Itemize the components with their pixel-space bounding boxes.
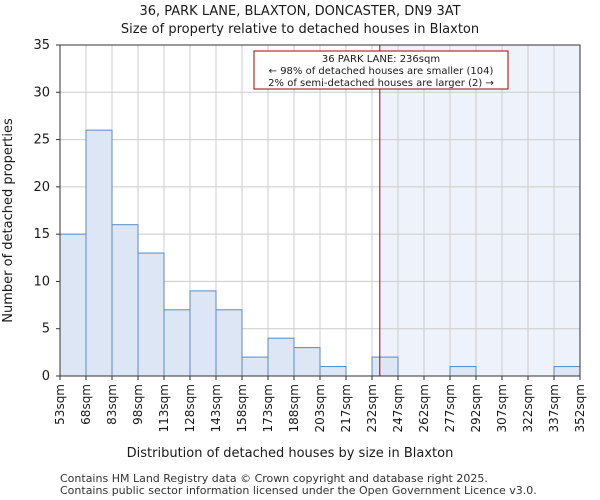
annotation-line-1: 36 PARK LANE: 236sqm bbox=[322, 54, 440, 65]
bar bbox=[163, 309, 191, 377]
x-tick-label: 247sqm bbox=[391, 384, 405, 432]
x-axis-label: Distribution of detached houses by size … bbox=[127, 446, 454, 461]
y-tick-label: 15 bbox=[33, 227, 50, 242]
bar bbox=[241, 356, 269, 377]
x-tick-label: 232sqm bbox=[365, 384, 379, 432]
bar bbox=[137, 252, 165, 377]
x-tick-label: 217sqm bbox=[339, 384, 353, 432]
x-tick-label: 143sqm bbox=[209, 384, 223, 432]
x-tick-label: 68sqm bbox=[79, 384, 93, 425]
annotation-box bbox=[253, 50, 509, 90]
footer-line-1: Contains HM Land Registry data © Crown c… bbox=[60, 472, 488, 485]
x-tick-label: 352sqm bbox=[573, 384, 587, 432]
x-tick-label: 53sqm bbox=[53, 384, 67, 425]
x-tick-label: 262sqm bbox=[417, 384, 431, 432]
bar bbox=[111, 224, 139, 377]
footer-line-2: Contains public sector information licen… bbox=[60, 484, 537, 497]
annotation-line-2: ← 98% of detached houses are smaller (10… bbox=[269, 66, 494, 77]
bar bbox=[319, 366, 347, 377]
y-tick-label: 30 bbox=[33, 85, 50, 100]
chart-title: 36, PARK LANE, BLAXTON, DONCASTER, DN9 3… bbox=[139, 4, 461, 19]
x-tick-label: 188sqm bbox=[287, 384, 301, 432]
bar bbox=[267, 337, 295, 377]
x-tick-label: 203sqm bbox=[313, 384, 327, 432]
x-tick-label: 158sqm bbox=[235, 384, 249, 432]
bar bbox=[449, 366, 477, 377]
chart-subtitle: Size of property relative to detached ho… bbox=[120, 22, 480, 37]
x-tick-label: 83sqm bbox=[105, 384, 119, 425]
annotation-line-3: 2% of semi-detached houses are larger (2… bbox=[268, 78, 494, 89]
x-tick-label: 113sqm bbox=[157, 384, 171, 432]
y-tick-label: 35 bbox=[33, 38, 50, 53]
x-tick-label: 292sqm bbox=[469, 384, 483, 432]
bar bbox=[293, 347, 321, 377]
x-tick-label: 98sqm bbox=[131, 384, 145, 425]
y-tick-label: 5 bbox=[42, 322, 50, 337]
y-tick-label: 20 bbox=[33, 180, 50, 195]
y-axis-label: Number of detached properties bbox=[1, 118, 16, 323]
x-tick-label: 173sqm bbox=[261, 384, 275, 432]
x-tick-label: 307sqm bbox=[495, 384, 509, 432]
highlight-region bbox=[379, 45, 580, 376]
x-tick-label: 322sqm bbox=[521, 384, 535, 432]
y-tick-label: 25 bbox=[33, 133, 50, 148]
y-tick-label: 10 bbox=[33, 274, 50, 289]
y-tick-label: 0 bbox=[42, 369, 50, 384]
bar bbox=[215, 309, 243, 377]
bar bbox=[189, 290, 217, 377]
x-tick-label: 277sqm bbox=[443, 384, 457, 432]
x-tick-label: 128sqm bbox=[183, 384, 197, 432]
bar bbox=[59, 233, 87, 377]
bar bbox=[85, 129, 113, 377]
bar bbox=[371, 356, 399, 377]
bar bbox=[553, 366, 581, 377]
x-tick-label: 337sqm bbox=[547, 384, 561, 432]
